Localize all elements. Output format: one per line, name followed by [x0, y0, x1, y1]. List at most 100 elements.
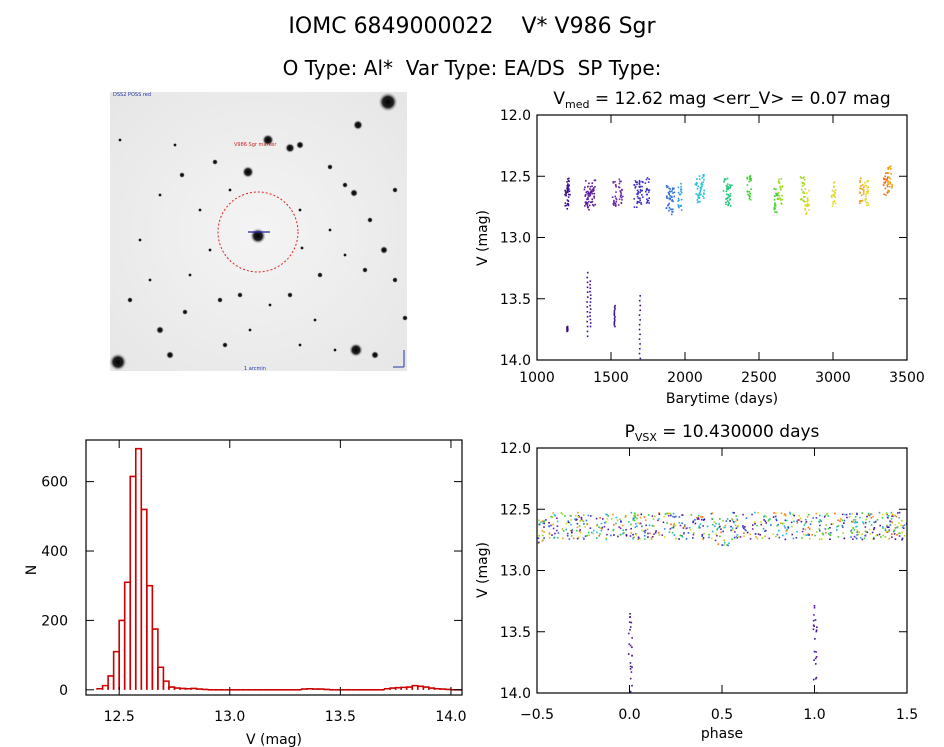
phased-point	[685, 538, 688, 540]
histogram-bar	[140, 508, 148, 690]
phased-dip-point	[629, 644, 632, 647]
phased-point	[768, 537, 771, 540]
phased-point	[545, 519, 547, 521]
phased-point	[668, 512, 671, 515]
phased-point	[696, 516, 698, 519]
lightcurve-point	[830, 196, 833, 198]
lightcurve-point	[834, 202, 837, 205]
phased-axes: −0.5 0.0 0.5 1.0 1.5 12.0 12.5 13.0 13.5 14.0	[500, 441, 918, 723]
phased-point	[789, 512, 791, 515]
phased-point	[586, 523, 589, 525]
phased-point	[632, 519, 634, 521]
phased-point	[856, 531, 859, 533]
lightcurve-point	[618, 182, 621, 185]
lightcurve-point	[778, 191, 780, 194]
lightcurve-point	[592, 187, 595, 189]
histogram-bar	[96, 687, 104, 690]
phased-point	[768, 518, 770, 521]
phased-point	[708, 533, 710, 536]
phased-point	[775, 512, 777, 515]
phased-point	[643, 534, 646, 537]
lightcurve-point	[862, 189, 865, 191]
finder-star	[148, 278, 152, 282]
phased-point	[764, 520, 767, 523]
phased-point	[556, 517, 558, 520]
phased-point	[629, 535, 632, 537]
phased-point	[881, 517, 884, 519]
phased-point	[543, 520, 546, 522]
phased-point	[538, 541, 540, 544]
finder-star	[173, 143, 177, 147]
phased-point	[570, 519, 572, 521]
phased-point	[751, 528, 754, 530]
lightcurve-point	[677, 204, 680, 206]
lightcurve-point	[865, 193, 867, 195]
phased-point	[651, 524, 654, 527]
lightcurve-point	[635, 181, 637, 183]
lightcurve-point	[614, 205, 617, 208]
phased-point	[561, 513, 564, 515]
lightcurve-point	[775, 194, 778, 197]
lightcurve-point	[634, 185, 637, 188]
phased-point	[606, 533, 608, 536]
lightcurve-point	[592, 188, 594, 191]
lightcurve-point	[590, 190, 593, 193]
lightcurve-point	[832, 186, 835, 188]
lightcurve-xtick-label: 3500	[889, 370, 925, 386]
phased-dip-point	[629, 628, 631, 631]
phased-point	[757, 533, 760, 535]
phased-point	[632, 517, 635, 520]
phased-point	[700, 518, 703, 521]
phased-point	[674, 524, 677, 527]
phased-point	[735, 515, 738, 517]
lightcurve-point	[617, 204, 620, 206]
phased-point	[873, 521, 875, 524]
phased-point	[749, 538, 752, 540]
lightcurve-point	[668, 187, 670, 190]
lightcurve-point	[587, 206, 589, 208]
lightcurve-point	[830, 194, 833, 197]
phased-point	[859, 516, 861, 519]
histogram-bar	[107, 675, 115, 690]
lightcurve-point	[698, 194, 701, 197]
lightcurve-point	[639, 199, 642, 202]
lightcurve-point	[619, 190, 622, 192]
lightcurve-dip-point	[638, 338, 641, 340]
phased-point	[886, 526, 889, 528]
phased-point	[621, 524, 624, 527]
phased-point	[818, 528, 821, 531]
lightcurve-point	[866, 191, 868, 193]
lightcurve-point	[666, 197, 668, 200]
phased-point	[658, 517, 660, 520]
phased-point	[785, 519, 788, 522]
lightcurve-point	[640, 190, 642, 192]
phased-point	[714, 539, 717, 542]
phased-point	[551, 534, 553, 536]
lightcurve-dip-point	[589, 311, 591, 314]
finder-star	[349, 343, 363, 357]
phased-point	[718, 526, 720, 529]
phased-point	[731, 518, 733, 520]
phased-point	[804, 528, 807, 531]
lightcurve-point	[566, 207, 569, 210]
phased-point	[700, 516, 702, 518]
lightcurve-point	[802, 196, 805, 198]
lightcurve-point	[703, 193, 705, 195]
phased-dip-point	[816, 626, 818, 629]
lightcurve-point	[887, 183, 890, 185]
phased-point	[698, 525, 701, 527]
phased-point	[669, 528, 672, 530]
phased-point	[587, 514, 590, 517]
phased-point	[873, 527, 876, 529]
lightcurve-point	[729, 193, 732, 195]
phased-point	[733, 536, 736, 539]
lightcurve-point	[886, 191, 889, 194]
phased-point	[647, 536, 649, 538]
phased-point	[890, 511, 893, 514]
phased-point	[548, 522, 550, 524]
lightcurve-point	[887, 168, 889, 171]
lightcurve-point	[726, 197, 729, 199]
phased-point	[805, 534, 807, 536]
phased-point	[672, 525, 675, 528]
phased-point	[610, 534, 612, 537]
